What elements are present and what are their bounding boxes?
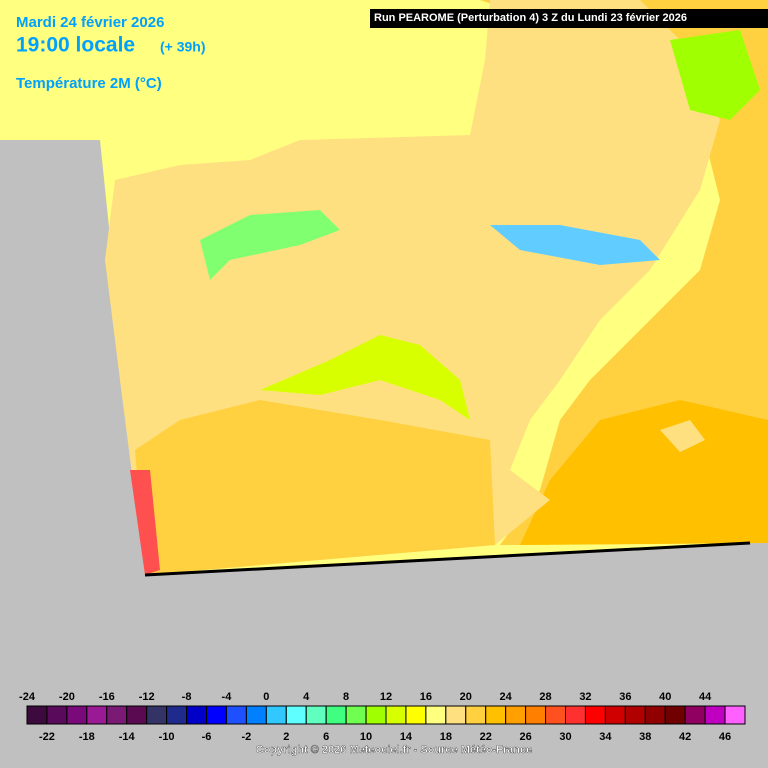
legend-label: 40 bbox=[659, 691, 671, 703]
time: 19:00 locale bbox=[16, 34, 135, 57]
legend-swatch bbox=[584, 705, 606, 725]
legend-label: -12 bbox=[139, 691, 155, 703]
legend-swatch bbox=[405, 705, 427, 725]
legend-label: 36 bbox=[619, 691, 631, 703]
legend-label: 28 bbox=[539, 691, 551, 703]
legend-label: 14 bbox=[400, 731, 413, 743]
legend-swatch bbox=[345, 705, 367, 725]
legend-label: 4 bbox=[303, 691, 310, 703]
legend-swatch bbox=[445, 705, 467, 725]
legend-swatch bbox=[425, 705, 447, 725]
legend-label: 46 bbox=[719, 731, 731, 743]
legend-label: 6 bbox=[323, 731, 329, 743]
legend: -24-22-20-18-16-14-12-10-8-6-4-202468101… bbox=[19, 691, 746, 743]
domain-edge bbox=[144, 541, 751, 577]
legend-swatch bbox=[245, 705, 267, 725]
central-system bbox=[260, 335, 470, 420]
legend-label: 42 bbox=[679, 731, 691, 743]
legend-label: 34 bbox=[599, 731, 612, 743]
legend-label: -6 bbox=[202, 731, 212, 743]
legend-swatch bbox=[385, 705, 407, 725]
legend-swatch bbox=[305, 705, 327, 725]
pyrenees bbox=[490, 225, 660, 265]
legend-swatch bbox=[86, 705, 108, 725]
legend-label: 22 bbox=[480, 731, 492, 743]
legend-label: 24 bbox=[500, 691, 513, 703]
legend-label: -16 bbox=[99, 691, 115, 703]
legend-label: 0 bbox=[263, 691, 269, 703]
lead-time: (+ 39h) bbox=[160, 39, 206, 55]
run-banner bbox=[370, 9, 768, 28]
legend-label: 8 bbox=[343, 691, 349, 703]
legend-label: 38 bbox=[639, 731, 651, 743]
legend-label: 18 bbox=[440, 731, 452, 743]
mediterranean-sea bbox=[520, 400, 768, 545]
legend-panel bbox=[0, 685, 768, 768]
legend-label: -2 bbox=[241, 731, 251, 743]
legend-swatch bbox=[126, 705, 148, 725]
south-iberia bbox=[135, 400, 495, 575]
legend-label: 20 bbox=[460, 691, 472, 703]
legend-swatch bbox=[265, 705, 287, 725]
legend-swatch bbox=[525, 705, 547, 725]
legend-label: 44 bbox=[699, 691, 712, 703]
legend-swatch bbox=[106, 705, 128, 725]
legend-label: 30 bbox=[559, 731, 571, 743]
legend-swatch bbox=[644, 705, 666, 725]
legend-swatch bbox=[325, 705, 347, 725]
legend-swatch bbox=[485, 705, 507, 725]
legend-swatch bbox=[46, 705, 68, 725]
alps bbox=[670, 30, 760, 120]
legend-label: -22 bbox=[39, 731, 55, 743]
legend-swatch bbox=[724, 705, 746, 725]
legend-swatch bbox=[505, 705, 527, 725]
legend-swatch bbox=[225, 705, 247, 725]
legend-swatch bbox=[565, 705, 586, 725]
legend-label: 16 bbox=[420, 691, 432, 703]
date: Mardi 24 février 2026 bbox=[16, 14, 164, 31]
legend-swatch bbox=[545, 705, 566, 725]
legend-label: 26 bbox=[519, 731, 531, 743]
legend-swatch bbox=[285, 705, 307, 725]
legend-swatch bbox=[465, 705, 487, 725]
legend-label: -8 bbox=[182, 691, 192, 703]
variable: Température 2M (°C) bbox=[16, 75, 162, 92]
warm-coast bbox=[130, 470, 160, 575]
cantabrian-mountains bbox=[200, 210, 340, 280]
legend-swatch bbox=[66, 705, 88, 725]
legend-swatch bbox=[146, 705, 168, 725]
legend-swatch bbox=[624, 705, 646, 725]
legend-label: -4 bbox=[222, 691, 233, 703]
legend-swatch bbox=[206, 705, 227, 725]
legend-label: 12 bbox=[380, 691, 392, 703]
legend-label: -10 bbox=[159, 731, 175, 743]
legend-label: -14 bbox=[119, 731, 136, 743]
legend-swatch bbox=[26, 705, 48, 725]
legend-label: 10 bbox=[360, 731, 372, 743]
legend-label: -18 bbox=[79, 731, 95, 743]
legend-swatch bbox=[664, 705, 686, 725]
copyright: Copyright © 2026 Meteociel.fr - Source M… bbox=[256, 744, 532, 756]
legend-swatch bbox=[365, 705, 387, 725]
legend-label: -24 bbox=[19, 691, 36, 703]
legend-swatch bbox=[684, 705, 706, 725]
run-info: Run PEAROME (Perturbation 4) 3 Z du Lund… bbox=[374, 12, 687, 24]
balearic-islands bbox=[660, 420, 705, 452]
legend-label: -20 bbox=[59, 691, 75, 703]
legend-swatch bbox=[604, 705, 626, 725]
legend-swatch bbox=[166, 705, 188, 725]
legend-swatch bbox=[186, 705, 208, 725]
legend-label: 32 bbox=[579, 691, 591, 703]
legend-label: 2 bbox=[283, 731, 289, 743]
legend-swatch bbox=[704, 705, 726, 725]
